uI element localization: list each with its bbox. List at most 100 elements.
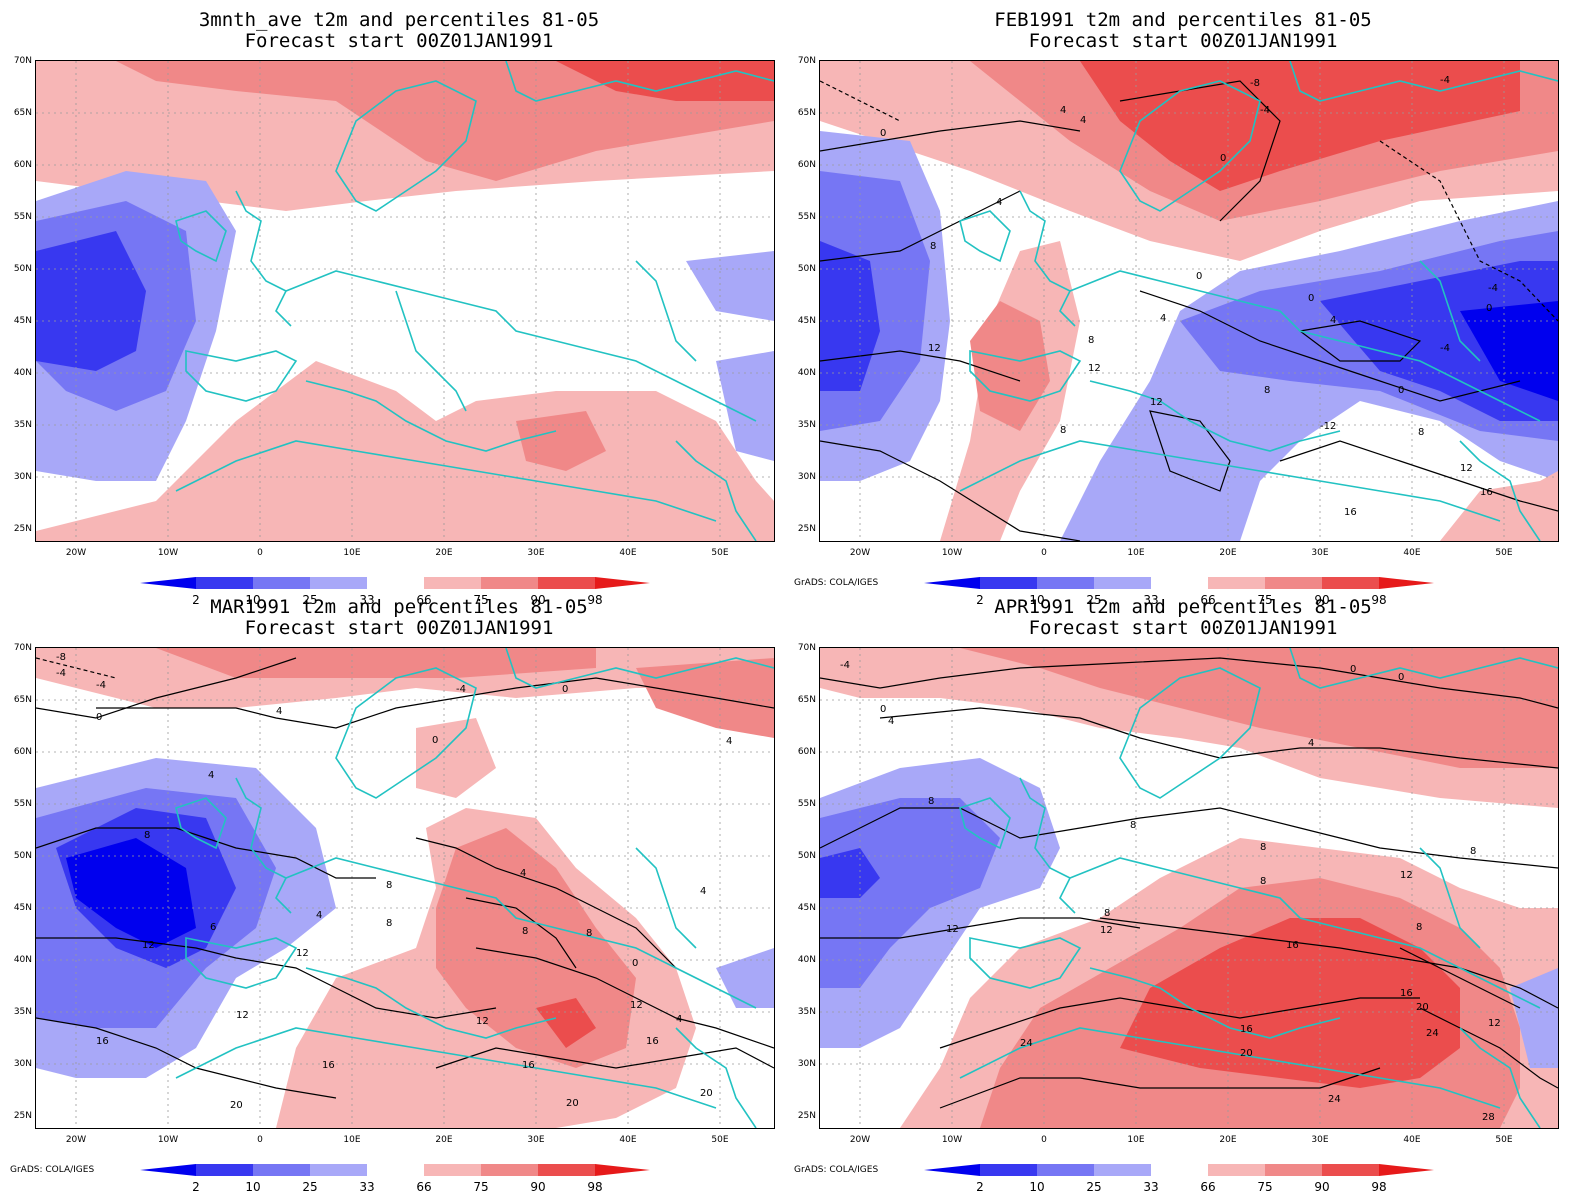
colorbar-label: 33 <box>1143 593 1159 607</box>
lon-label: 20W <box>849 548 871 558</box>
contour-label: 0 <box>1196 271 1202 282</box>
contour-label: 4 <box>1308 738 1314 749</box>
map-panel-1: 3mnth_ave t2m and percentiles 81-05 Fore… <box>0 0 798 607</box>
contour-label: 4 <box>996 197 1002 208</box>
coastlines <box>959 61 1558 541</box>
colorbar-label: 25 <box>1086 593 1102 607</box>
colorbar-label: 90 <box>1314 593 1330 607</box>
contour-label: 4 <box>1060 105 1066 116</box>
colorbar-label: 66 <box>416 593 432 607</box>
colorbar-seg <box>1151 1164 1208 1176</box>
graticule <box>820 648 1558 1128</box>
panel-title-line2: Forecast start 00Z01JAN1991 <box>244 617 554 639</box>
colorbar-label: 90 <box>1314 1180 1330 1194</box>
lon-label: 50E <box>711 1135 729 1145</box>
map-plot-area: -4 0 0 0 4 4 8 8 8 12 8 12 16 24 20 16 2… <box>819 647 1559 1129</box>
contour-label: 12 <box>1100 925 1113 936</box>
contour-label: 4 <box>520 868 526 879</box>
contour-label: 4 <box>276 706 282 717</box>
colorbar-label: 33 <box>359 593 375 607</box>
contour-label: -8 <box>56 652 66 663</box>
contour-label: -4 <box>96 680 106 691</box>
contour-label: 4 <box>726 736 732 747</box>
shade-warm-south <box>36 361 774 541</box>
contour-label: -4 <box>840 660 850 671</box>
lon-label: 50E <box>1495 548 1513 558</box>
contour-label: 28 <box>1482 1112 1495 1123</box>
contour-label: 0 <box>562 684 568 695</box>
lat-label: 70N <box>797 643 816 653</box>
lat-label: 55N <box>797 212 816 222</box>
lat-label: 30N <box>797 1059 816 1069</box>
map-svg: -4 0 0 0 4 4 8 8 8 12 8 12 16 24 20 16 2… <box>820 648 1558 1128</box>
colorbar-label: 10 <box>1029 1180 1045 1194</box>
contour-label: 12 <box>630 1000 643 1011</box>
contour-labels: -4 0 0 0 4 4 8 8 8 12 8 12 16 24 20 16 2… <box>840 660 1501 1123</box>
map-plot-area <box>35 60 775 542</box>
colorbar-label: 33 <box>359 1180 375 1194</box>
shade-warm-iberia-mid <box>970 301 1050 431</box>
colorbar-seg <box>1208 1164 1265 1176</box>
colorbar-label: 25 <box>302 1180 318 1194</box>
colorbar-label: 2 <box>976 1180 984 1194</box>
colorbar-label: 10 <box>1029 593 1045 607</box>
lat-label: 30N <box>13 472 32 482</box>
contour-label: 8 <box>928 796 934 807</box>
contour-label: 0 <box>432 735 438 746</box>
colorbar-label: 90 <box>530 593 546 607</box>
lat-label: 60N <box>797 160 816 170</box>
contour-label: 12 <box>1088 363 1101 374</box>
colorbar-label: 75 <box>1257 593 1273 607</box>
lat-label: 45N <box>13 903 32 913</box>
shade-cold-east <box>686 251 774 321</box>
colorbar-label: 10 <box>245 1180 261 1194</box>
lon-label: 30E <box>527 1135 545 1145</box>
shade-warm-north-strong <box>116 61 774 181</box>
shade-cold-east <box>1510 968 1558 1068</box>
contour-label: 4 <box>316 910 322 921</box>
panel-title-line2: Forecast start 00Z01JAN1991 <box>1028 617 1338 639</box>
lat-label: 50N <box>797 264 816 274</box>
colorbar-label: 2 <box>192 593 200 607</box>
colorbar-seg <box>1094 577 1151 589</box>
contour-label: 24 <box>1426 1028 1439 1039</box>
lon-label: 20E <box>435 548 453 558</box>
colorbar-seg <box>424 577 481 589</box>
contours <box>820 80 1558 541</box>
contour-label: 16 <box>1240 1024 1253 1035</box>
contour-label: 8 <box>1418 427 1424 438</box>
lon-label: 30E <box>1311 1135 1329 1145</box>
lon-label: 10W <box>941 1135 963 1145</box>
contour-label: 8 <box>522 926 528 937</box>
colorbar-seg-min <box>924 1164 980 1176</box>
contour-label: 20 <box>230 1100 243 1111</box>
panel-title-line1: APR1991 t2m and percentiles 81-05 <box>994 596 1372 618</box>
contour-label: 12 <box>1460 463 1473 474</box>
lon-label: 10E <box>343 1135 361 1145</box>
lon-label: 0 <box>1041 548 1047 558</box>
contour-label: 12 <box>296 948 309 959</box>
colorbar-label: 98 <box>1371 1180 1387 1194</box>
colorbar-seg <box>538 577 595 589</box>
shade-warm-central-core <box>536 998 596 1048</box>
contour-labels: -8 -4 -4 0 4 4 0 4 8 12 0 0 8 12 4 8 12 … <box>880 75 1498 518</box>
lon-label: 40E <box>619 1135 637 1145</box>
colorbar-seg-min <box>924 577 980 589</box>
contour-label: 0 <box>632 958 638 969</box>
contour-label: 4 <box>1080 115 1086 126</box>
contour-label: -4 <box>56 668 66 679</box>
contour-label: 12 <box>946 924 959 935</box>
contour-label: 8 <box>1260 842 1266 853</box>
contour-label: -4 <box>1440 343 1450 354</box>
contour-label: 8 <box>1104 908 1110 919</box>
shade-warm-north-core <box>1080 61 1520 191</box>
colorbar-seg <box>481 577 538 589</box>
lon-label: 10E <box>1127 1135 1145 1145</box>
lon-label: 0 <box>1041 1135 1047 1145</box>
contour-label: 24 <box>1020 1038 1033 1049</box>
lon-label: 10E <box>343 548 361 558</box>
contour-label: 8 <box>1130 820 1136 831</box>
colorbar-label: 98 <box>587 593 603 607</box>
contour-label: 8 <box>1260 876 1266 887</box>
lon-label: 20W <box>65 1135 87 1145</box>
